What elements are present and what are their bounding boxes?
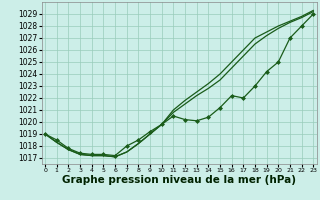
X-axis label: Graphe pression niveau de la mer (hPa): Graphe pression niveau de la mer (hPa) xyxy=(62,175,296,185)
